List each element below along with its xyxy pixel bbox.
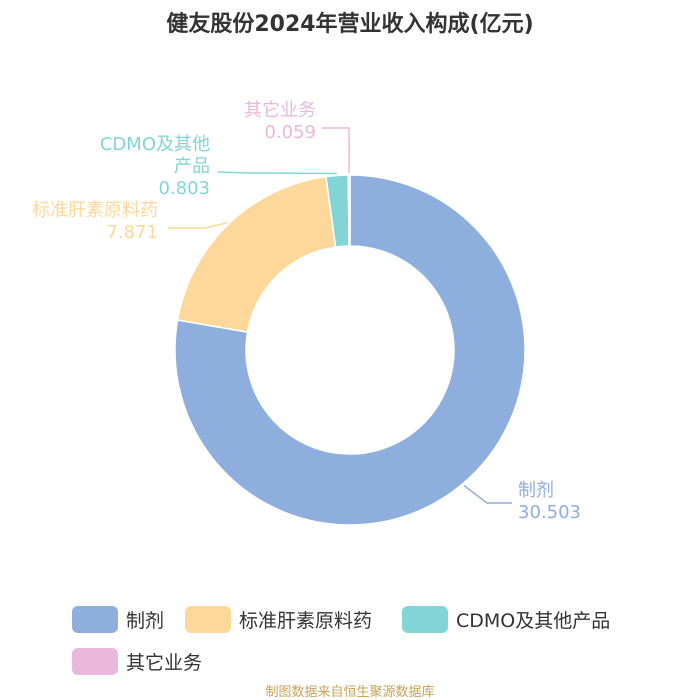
slice-value-label-3: 0.059 — [264, 122, 316, 143]
legend-item-heparin-api[interactable]: 标准肝素原料药 — [185, 604, 372, 634]
leader-line-1 — [168, 221, 228, 229]
chart-title: 健友股份2024年营业收入构成(亿元) — [166, 12, 534, 37]
source-note: 制图数据来自恒生聚源数据库 — [265, 685, 435, 700]
legend-item-zhiji[interactable]: 制剂 — [72, 604, 164, 634]
slice-1[interactable] — [176, 175, 337, 334]
legend-item-cdmo[interactable]: CDMO及其他产品 — [402, 604, 610, 634]
legend-swatch — [72, 647, 118, 675]
legend-label: CDMO及其他产品 — [456, 609, 611, 632]
slice-value-label-0: 30.503 — [518, 502, 581, 523]
legend-label: 标准肝素原料药 — [239, 609, 373, 632]
legend-swatch — [402, 605, 448, 633]
slice-value-label-2: 0.803 — [158, 178, 210, 199]
legend-swatch — [185, 605, 231, 633]
slice-label-0: 制剂 — [518, 480, 554, 501]
slice-3[interactable] — [347, 174, 351, 247]
slice-label-2: CDMO及其他 — [100, 134, 210, 155]
legend-label: 其它业务 — [126, 651, 203, 674]
legend-swatch — [72, 605, 118, 633]
leader-line-2 — [217, 171, 337, 175]
slice-label-3: 其它业务 — [244, 100, 316, 121]
slice-value-label-1: 7.871 — [106, 222, 158, 243]
legend-label: 制剂 — [126, 609, 165, 632]
slice-label-2: 产品 — [174, 156, 210, 177]
leader-line-0 — [463, 484, 512, 504]
leader-line-3 — [322, 127, 350, 174]
slice-label-1: 标准肝素原料药 — [32, 200, 158, 221]
slice-0[interactable] — [174, 174, 526, 526]
legend-item-other[interactable]: 其它业务 — [72, 646, 202, 676]
